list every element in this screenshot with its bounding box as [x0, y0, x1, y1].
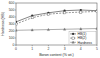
- data-point: [96, 27, 97, 29]
- y-tick: [15, 31, 16, 32]
- y-tick: [15, 3, 16, 4]
- data-point: [80, 9, 82, 11]
- legend-box: [69, 32, 96, 45]
- data-point: [16, 23, 17, 25]
- y-axis-label: Hardness (HB): [1, 12, 5, 36]
- y-tick: [15, 38, 16, 39]
- plot-frame: [16, 3, 97, 45]
- legend-line: [70, 42, 76, 43]
- x-tick-label: 0: [15, 47, 17, 51]
- x-tick-label: 5: [96, 47, 98, 51]
- y-tick: [15, 45, 16, 46]
- data-point: [16, 21, 17, 23]
- legend-line: [70, 33, 76, 34]
- data-point: [47, 28, 49, 30]
- y-tick-label: 600: [9, 1, 15, 5]
- x-axis-label: Boron content (% wt.): [39, 53, 74, 57]
- data-point: [31, 29, 33, 31]
- plot-data: [16, 9, 97, 31]
- legend: HB(1)HB(2)Hardness: [69, 32, 96, 45]
- data-point: [96, 10, 97, 12]
- y-tick: [15, 24, 16, 25]
- data-point: [80, 11, 82, 13]
- y-tick-label: 500: [9, 8, 15, 12]
- data-point: [16, 29, 17, 31]
- legend-marker: [72, 41, 74, 43]
- data-point: [63, 28, 65, 30]
- y-tick-label: 200: [9, 29, 15, 33]
- legend-marker: [72, 37, 74, 39]
- x-tick-label: 1: [31, 47, 33, 51]
- chart-svg: 0100200300400500600012345Boron content (…: [0, 0, 100, 58]
- y-tick: [15, 10, 16, 11]
- chart-container: 0100200300400500600012345Boron content (…: [0, 0, 100, 58]
- data-point: [31, 17, 33, 19]
- x-tick-label: 4: [80, 47, 82, 51]
- x-tick-label: 3: [64, 47, 66, 51]
- y-tick-label: 100: [9, 36, 15, 40]
- y-tick-label: 300: [9, 22, 15, 26]
- data-point: [96, 10, 97, 12]
- data-point: [47, 13, 49, 15]
- series-line: [16, 11, 97, 24]
- data-point: [64, 12, 66, 14]
- data-point: [64, 10, 66, 12]
- data-point: [80, 28, 82, 30]
- y-tick: [15, 17, 16, 18]
- y-tick-label: 400: [9, 15, 15, 19]
- data-point: [31, 15, 33, 17]
- series-line: [16, 29, 97, 31]
- x-tick-label: 2: [47, 47, 49, 51]
- legend-marker: [72, 33, 74, 35]
- legend-label: Hardness: [78, 41, 93, 45]
- legend-line: [70, 38, 76, 39]
